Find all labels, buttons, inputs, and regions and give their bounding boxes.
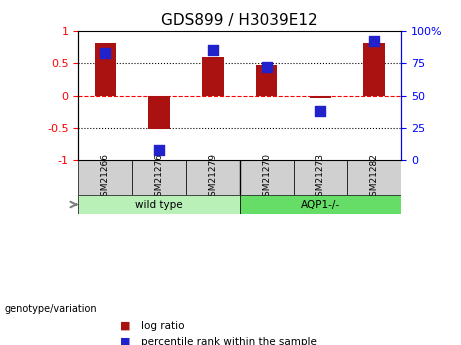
Text: log ratio: log ratio <box>141 321 184 331</box>
FancyBboxPatch shape <box>240 195 401 214</box>
Text: ■: ■ <box>120 337 130 345</box>
Bar <box>256 65 278 96</box>
Text: GSM21270: GSM21270 <box>262 153 271 202</box>
Bar <box>95 43 116 96</box>
Text: AQP1-/-: AQP1-/- <box>301 199 340 209</box>
Text: GSM21282: GSM21282 <box>370 153 378 202</box>
Text: GSM21279: GSM21279 <box>208 153 217 202</box>
Bar <box>202 57 224 96</box>
Bar <box>148 96 170 129</box>
Text: genotype/variation: genotype/variation <box>5 304 97 314</box>
Title: GDS899 / H3039E12: GDS899 / H3039E12 <box>161 13 318 29</box>
FancyBboxPatch shape <box>132 160 186 195</box>
Point <box>263 65 270 70</box>
FancyBboxPatch shape <box>240 160 294 195</box>
FancyBboxPatch shape <box>78 195 240 214</box>
Text: GSM21276: GSM21276 <box>154 153 164 202</box>
Point <box>155 147 163 152</box>
FancyBboxPatch shape <box>78 160 132 195</box>
Text: percentile rank within the sample: percentile rank within the sample <box>141 337 317 345</box>
FancyBboxPatch shape <box>294 160 347 195</box>
Text: GSM21273: GSM21273 <box>316 153 325 202</box>
Text: GSM21266: GSM21266 <box>101 153 110 202</box>
Bar <box>363 43 385 96</box>
Point <box>371 39 378 44</box>
Point <box>101 50 109 56</box>
FancyBboxPatch shape <box>347 160 401 195</box>
Text: ■: ■ <box>120 321 130 331</box>
FancyBboxPatch shape <box>186 160 240 195</box>
Bar <box>310 96 331 98</box>
Text: wild type: wild type <box>135 199 183 209</box>
Point <box>209 48 217 53</box>
Point <box>317 108 324 114</box>
